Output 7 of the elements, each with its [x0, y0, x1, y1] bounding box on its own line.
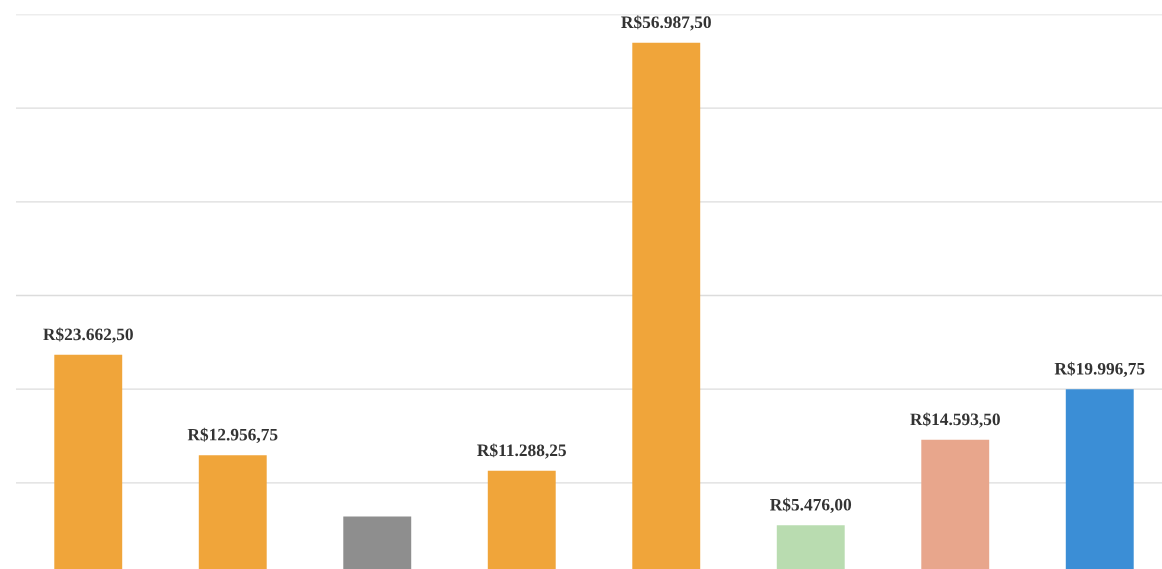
data-label: R$12.956,75	[187, 427, 278, 444]
data-label: R$56.987,50	[621, 15, 711, 31]
data-label: R$19.996,75	[1054, 361, 1145, 378]
data-label: R$23.662,50	[43, 327, 133, 343]
data-label: R$5.476,00	[770, 497, 852, 514]
data-label: R$11.288,25	[477, 443, 566, 459]
data-label: R$14.593,50	[910, 412, 1000, 428]
